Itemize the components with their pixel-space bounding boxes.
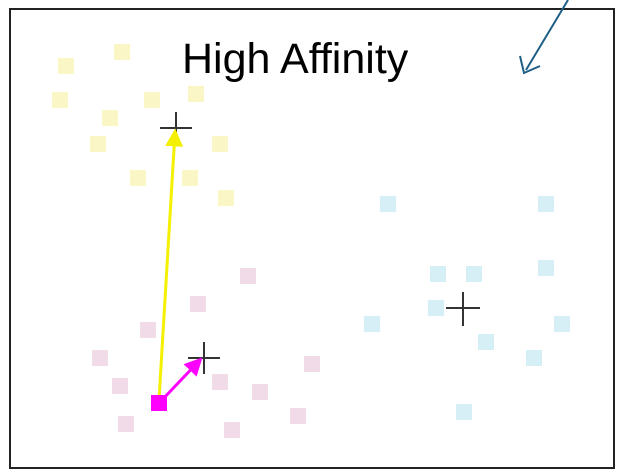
pink-point: [304, 356, 320, 372]
diagram-title: High Affinity: [182, 35, 409, 83]
yellow-point: [114, 44, 130, 60]
cyan-cluster: [364, 196, 570, 420]
yellow-cluster: [52, 44, 234, 206]
yellow-point: [218, 190, 234, 206]
cyan-point: [466, 266, 482, 282]
pink-point: [118, 416, 134, 432]
pink-point: [224, 422, 240, 438]
yellow-point: [90, 136, 106, 152]
cyan-point: [526, 350, 542, 366]
magenta-affinity-arrow: [160, 357, 203, 402]
cyan-point: [538, 260, 554, 276]
yellow-point: [130, 170, 146, 186]
yellow-point: [52, 92, 68, 108]
yellow-point: [102, 110, 118, 126]
pink-cluster: [92, 268, 320, 438]
cyan-point: [538, 196, 554, 212]
yellow-point: [212, 136, 228, 152]
pink-point: [240, 268, 256, 284]
cyan-point: [428, 300, 444, 316]
pink-point: [212, 374, 228, 390]
pink-point: [290, 408, 306, 424]
yellow-point: [58, 58, 74, 74]
pink-point: [140, 322, 156, 338]
cyan-point: [364, 316, 380, 332]
cyan-point: [456, 404, 472, 420]
cyan-point: [478, 334, 494, 350]
centroid-plus-icon: [446, 292, 480, 326]
pointer-arrow-icon: [519, 0, 569, 75]
yellow-affinity-arrow: [157, 128, 184, 401]
diagram-frame: [9, 8, 615, 469]
cyan-point: [430, 266, 446, 282]
pink-point: [112, 378, 128, 394]
yellow-point: [182, 170, 198, 186]
pink-point: [190, 296, 206, 312]
cyan-point: [554, 316, 570, 332]
pink-point: [92, 350, 108, 366]
highlighted-point-square-icon: [151, 395, 167, 411]
pink-point: [252, 384, 268, 400]
yellow-point: [144, 92, 160, 108]
cyan-point: [380, 196, 396, 212]
yellow-point: [188, 86, 204, 102]
